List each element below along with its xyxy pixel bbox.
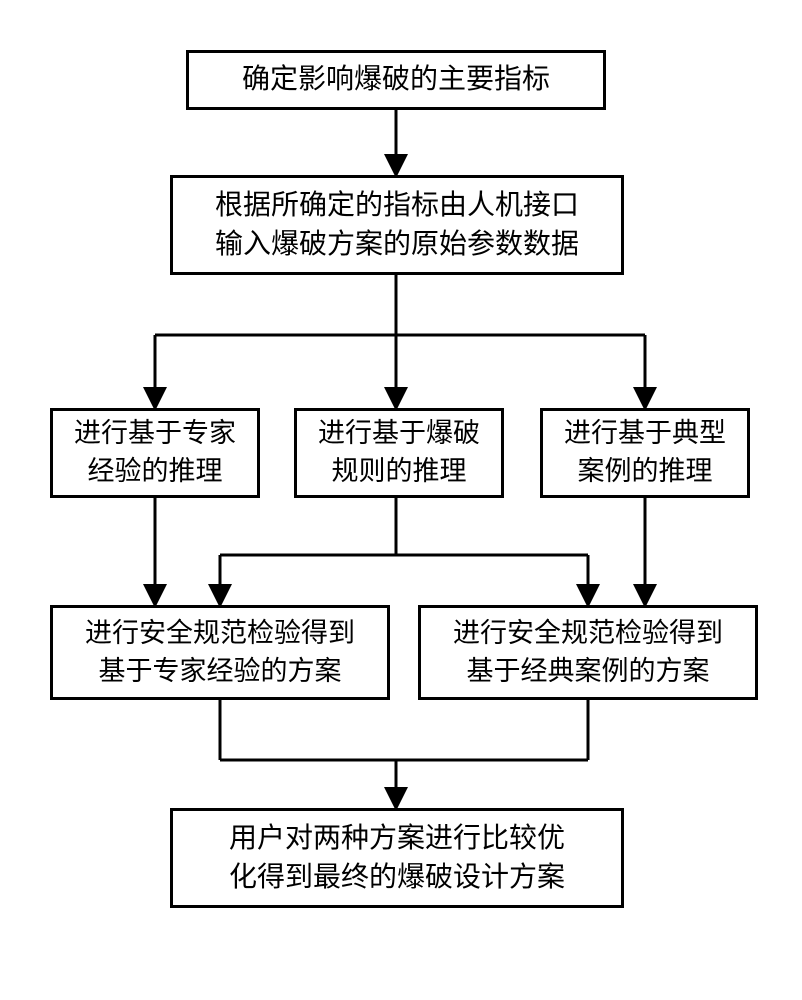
node-2-text: 根据所确定的指标由人机接口 输入爆破方案的原始参数数据 (215, 186, 579, 264)
node-8-text: 用户对两种方案进行比较优 化得到最终的爆破设计方案 (229, 819, 565, 897)
node-2: 根据所确定的指标由人机接口 输入爆破方案的原始参数数据 (170, 175, 624, 275)
node-6-text: 进行安全规范检验得到 基于专家经验的方案 (85, 615, 355, 691)
node-7: 进行安全规范检验得到 基于经典案例的方案 (418, 605, 758, 700)
node-3-text: 进行基于专家 经验的推理 (74, 415, 236, 491)
node-4-text: 进行基于爆破 规则的推理 (318, 415, 480, 491)
node-8: 用户对两种方案进行比较优 化得到最终的爆破设计方案 (170, 808, 624, 908)
node-1-text: 确定影响爆破的主要指标 (242, 60, 550, 99)
node-1: 确定影响爆破的主要指标 (186, 50, 606, 110)
node-6: 进行安全规范检验得到 基于专家经验的方案 (50, 605, 390, 700)
node-5-text: 进行基于典型 案例的推理 (564, 415, 726, 491)
node-3: 进行基于专家 经验的推理 (50, 408, 260, 498)
node-4: 进行基于爆破 规则的推理 (294, 408, 504, 498)
node-5: 进行基于典型 案例的推理 (540, 408, 750, 498)
node-7-text: 进行安全规范检验得到 基于经典案例的方案 (453, 615, 723, 691)
